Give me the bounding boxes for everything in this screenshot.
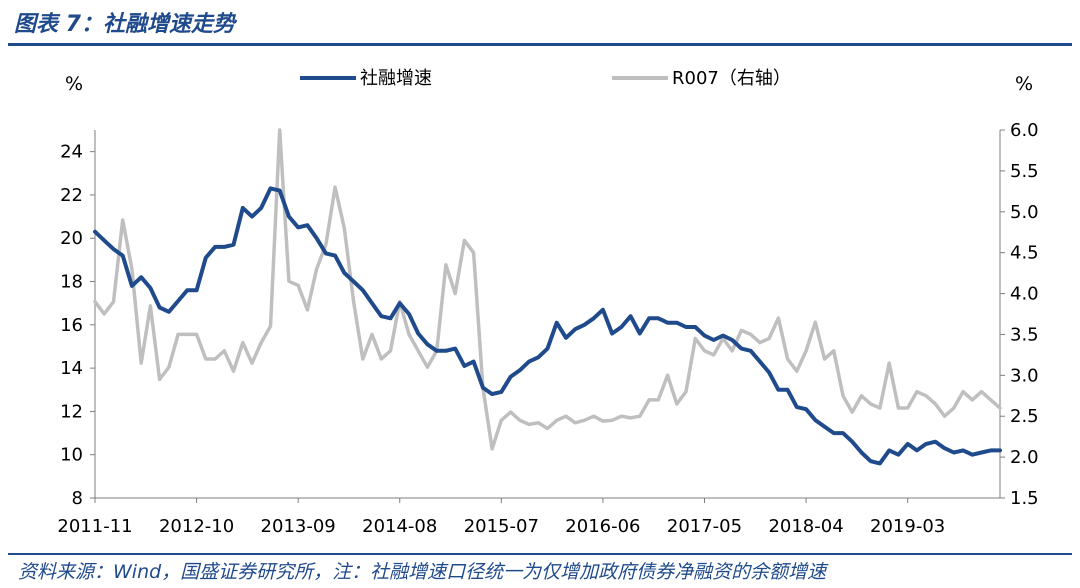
right-tick-label: 1.5 bbox=[1010, 488, 1039, 509]
axes: 8 10 12 14 16 18 20 22 24 1.5 2.0 2.5 3.0 3.5 4.0 4.5 5.… bbox=[57, 73, 1038, 537]
x-tick-label: 2018-04 bbox=[768, 516, 843, 537]
series-lines bbox=[93, 128, 1002, 466]
left-axis-unit: % bbox=[65, 73, 83, 95]
legend-label-social-financing: 社融增速 bbox=[360, 68, 432, 89]
right-tick-label: 5.0 bbox=[1010, 202, 1039, 223]
right-axis-unit: % bbox=[1015, 73, 1033, 95]
x-tick-label: 2016-06 bbox=[565, 516, 640, 537]
x-tick-label: 2011-11 bbox=[57, 516, 132, 537]
chart-title: 图表 7：社融增速走势 bbox=[14, 12, 235, 37]
source-rule bbox=[8, 553, 1072, 555]
x-tick-label: 2019-03 bbox=[870, 516, 945, 537]
right-tick-label: 4.0 bbox=[1010, 284, 1039, 305]
left-tick-label: 22 bbox=[60, 185, 83, 206]
left-tick-label: 8 bbox=[72, 488, 83, 509]
right-tick-label: 5.5 bbox=[1010, 161, 1039, 182]
right-tick-label: 2.5 bbox=[1010, 406, 1039, 427]
x-tick-label: 2017-05 bbox=[667, 516, 742, 537]
left-tick-label: 24 bbox=[60, 142, 83, 163]
series-line-r007 bbox=[93, 128, 1002, 451]
series-line-social-financing bbox=[93, 186, 1002, 466]
x-tick-label: 2013-09 bbox=[261, 516, 336, 537]
legend-label-r007: R007（右轴） bbox=[672, 68, 791, 89]
right-tick-label: 3.0 bbox=[1010, 365, 1039, 386]
x-tick-label: 2014-08 bbox=[362, 516, 437, 537]
left-tick-label: 16 bbox=[60, 315, 83, 336]
left-tick-label: 18 bbox=[60, 272, 83, 293]
right-tick-label: 3.5 bbox=[1010, 324, 1039, 345]
line-chart: 8 10 12 14 16 18 20 22 24 1.5 2.0 2.5 3.0 3.5 4.0 4.5 5.… bbox=[57, 68, 1038, 537]
legend: 社融增速 R007（右轴） bbox=[300, 68, 791, 89]
left-tick-label: 10 bbox=[60, 445, 83, 466]
right-tick-label: 6.0 bbox=[1010, 120, 1039, 141]
x-tick-label: 2012-10 bbox=[159, 516, 234, 537]
title-rule bbox=[8, 43, 1072, 46]
left-tick-label: 14 bbox=[60, 358, 83, 379]
source-note: 资料来源：Wind，国盛证券研究所，注：社融增速口径统一为仅增加政府债券净融资的… bbox=[18, 561, 827, 583]
right-tick-label: 4.5 bbox=[1010, 243, 1039, 264]
x-tick-label: 2015-07 bbox=[464, 516, 539, 537]
left-tick-label: 12 bbox=[60, 401, 83, 422]
right-tick-label: 2.0 bbox=[1010, 447, 1039, 468]
left-tick-label: 20 bbox=[60, 228, 83, 249]
